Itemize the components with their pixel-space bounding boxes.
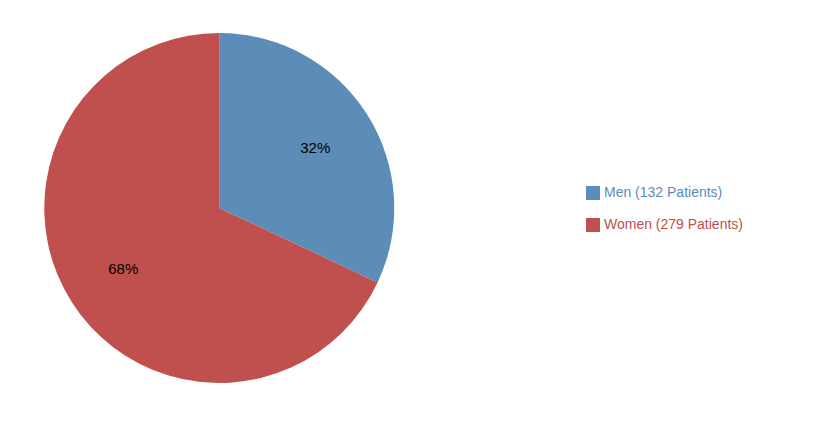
svg-text:68%: 68%	[108, 260, 138, 277]
svg-text:32%: 32%	[300, 139, 330, 156]
html-text:Women (279 Patients): Women (279 Patients)	[604, 216, 743, 232]
html-text:Men (132 Patients): Men (132 Patients)	[604, 184, 723, 200]
